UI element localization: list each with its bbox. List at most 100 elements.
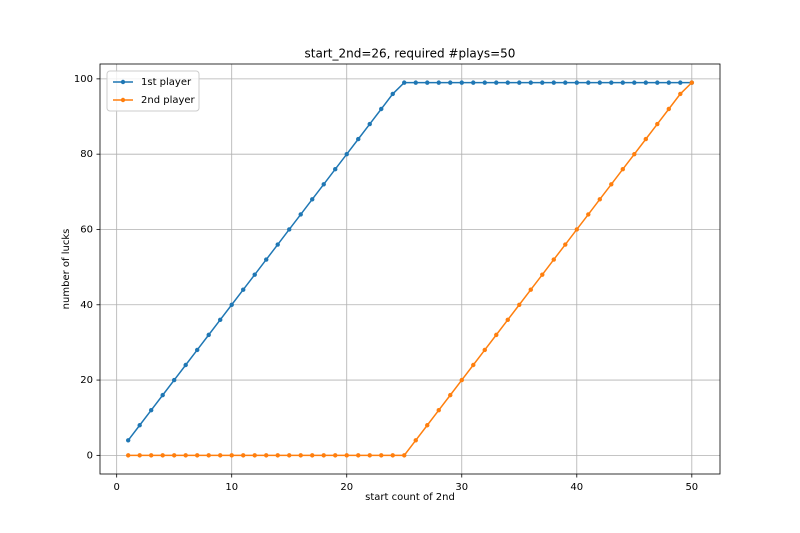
point xyxy=(183,453,188,458)
point xyxy=(517,80,522,85)
y-tick-label: 40 xyxy=(80,300,93,311)
point xyxy=(275,242,280,247)
point xyxy=(678,80,683,85)
x-tick-label: 30 xyxy=(455,482,468,493)
x-tick-label: 40 xyxy=(570,482,583,493)
point xyxy=(597,80,602,85)
point xyxy=(379,106,384,112)
point xyxy=(459,377,464,383)
point xyxy=(540,272,545,277)
point xyxy=(321,453,326,458)
point xyxy=(528,80,533,85)
point xyxy=(183,362,188,368)
y-tick-label: 60 xyxy=(80,224,93,235)
point xyxy=(344,151,349,157)
point xyxy=(194,453,200,458)
x-tick-label: 10 xyxy=(225,482,238,493)
point xyxy=(390,453,395,458)
point xyxy=(298,453,303,458)
point xyxy=(367,121,372,127)
point xyxy=(471,80,476,85)
point xyxy=(241,287,246,292)
point xyxy=(609,80,614,85)
point xyxy=(505,317,510,323)
point xyxy=(402,80,407,85)
point xyxy=(563,242,568,247)
point xyxy=(655,121,660,127)
point xyxy=(310,197,315,202)
y-tick-label: 20 xyxy=(80,375,93,386)
point xyxy=(643,136,649,142)
point xyxy=(333,453,338,458)
point xyxy=(666,106,672,112)
legend-label: 1st player xyxy=(141,77,192,88)
point xyxy=(252,272,257,277)
point xyxy=(620,167,626,172)
point xyxy=(321,182,326,187)
legend-label: 2nd player xyxy=(141,95,196,106)
point xyxy=(597,197,602,202)
point xyxy=(459,80,464,85)
point xyxy=(689,80,695,85)
point xyxy=(356,136,361,142)
point xyxy=(413,80,418,85)
point xyxy=(436,80,441,85)
point xyxy=(160,392,165,398)
point xyxy=(551,80,556,85)
point xyxy=(125,453,131,458)
point xyxy=(494,332,499,338)
point xyxy=(333,167,338,172)
point xyxy=(678,91,683,97)
x-tick-label: 50 xyxy=(685,482,698,493)
x-axis-label: start count of 2nd xyxy=(365,492,455,503)
point xyxy=(494,80,499,85)
point xyxy=(528,287,533,292)
point xyxy=(344,453,349,458)
point xyxy=(586,80,591,85)
point xyxy=(448,392,453,398)
point xyxy=(551,257,556,262)
x-tick-label: 0 xyxy=(113,482,119,493)
point xyxy=(206,332,211,338)
point xyxy=(275,453,280,458)
point xyxy=(310,453,315,458)
point xyxy=(390,91,395,97)
point xyxy=(425,423,430,428)
series-line xyxy=(127,81,692,441)
point xyxy=(218,317,223,323)
y-tick-label: 0 xyxy=(87,450,93,461)
point xyxy=(517,302,522,307)
point xyxy=(229,453,234,458)
point xyxy=(632,151,637,157)
point xyxy=(540,80,545,85)
point xyxy=(298,212,303,217)
point xyxy=(482,347,487,353)
y-axis-label: number of lucks xyxy=(61,229,72,310)
point xyxy=(264,257,269,262)
point xyxy=(171,453,177,458)
point xyxy=(413,438,418,443)
point xyxy=(448,80,453,85)
point xyxy=(287,453,292,458)
point xyxy=(574,80,579,85)
point xyxy=(194,347,200,353)
point xyxy=(620,80,626,85)
point xyxy=(586,212,591,217)
point xyxy=(471,362,476,368)
point xyxy=(252,453,257,458)
legend-marker xyxy=(120,79,126,85)
point xyxy=(367,453,372,458)
point xyxy=(218,453,223,458)
point xyxy=(632,80,637,85)
point xyxy=(125,438,131,443)
y-tick-label: 80 xyxy=(80,149,93,160)
point xyxy=(563,80,568,85)
point xyxy=(402,453,407,458)
plot-frame xyxy=(99,63,721,475)
legend-box xyxy=(106,70,200,112)
point xyxy=(666,80,672,85)
point xyxy=(655,80,660,85)
point xyxy=(160,453,165,458)
point xyxy=(425,80,430,85)
